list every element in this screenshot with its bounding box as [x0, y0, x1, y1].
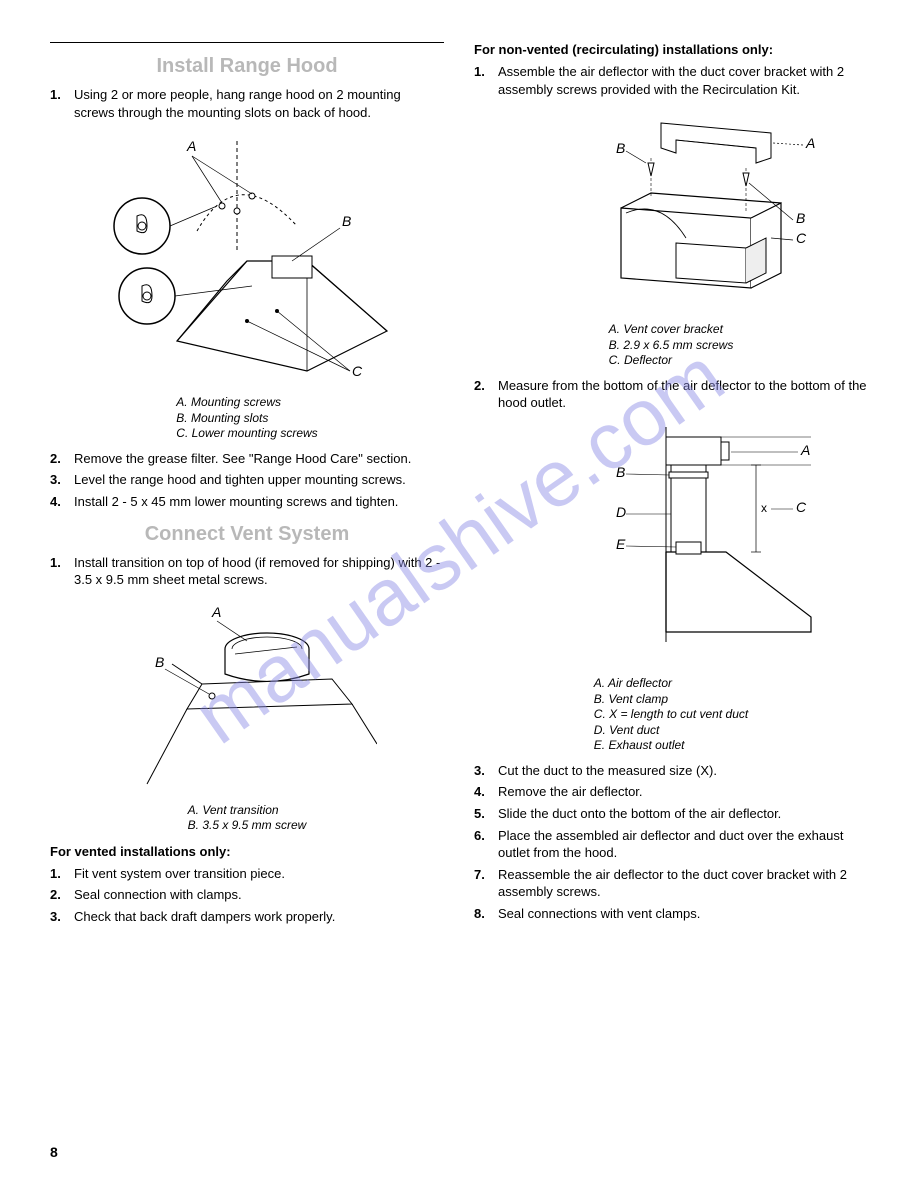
install-steps-part1: Using 2 or more people, hang range hood … — [50, 86, 444, 121]
nonvented-step1: Assemble the air deflector with the duct… — [474, 63, 868, 98]
step-item: Cut the duct to the measured size (X). — [474, 762, 868, 780]
caption-line: A. Mounting screws — [176, 395, 317, 411]
step-item: Place the assembled air deflector and du… — [474, 827, 868, 862]
vented-heading: For vented installations only: — [50, 844, 444, 859]
nonvented-step2: Measure from the bottom of the air defle… — [474, 377, 868, 412]
caption-line: A. Air deflector — [594, 676, 748, 692]
svg-text:x: x — [761, 501, 767, 515]
section-title-connect: Connect Vent System — [50, 523, 444, 546]
two-column-layout: Install Range Hood Using 2 or more peopl… — [50, 42, 868, 929]
vented-steps: Fit vent system over transition piece. S… — [50, 865, 444, 926]
step-item: Using 2 or more people, hang range hood … — [50, 86, 444, 121]
caption-line: B. 3.5 x 9.5 mm screw — [188, 818, 307, 834]
step-item: Assemble the air deflector with the duct… — [474, 63, 868, 98]
svg-text:C: C — [796, 499, 807, 515]
figure2-caption: A. Vent transition B. 3.5 x 9.5 mm screw — [188, 803, 307, 834]
right-column: For non-vented (recirculating) installat… — [474, 42, 868, 929]
svg-text:B: B — [616, 464, 625, 480]
step-item: Seal connections with vent clamps. — [474, 905, 868, 923]
nonvented-steps-rest: Cut the duct to the measured size (X). R… — [474, 762, 868, 922]
caption-line: C. Lower mounting screws — [176, 426, 317, 442]
caption-line: C. Deflector — [609, 353, 734, 369]
caption-line: A. Vent transition — [188, 803, 307, 819]
caption-line: A. Vent cover bracket — [609, 322, 734, 338]
svg-text:A: A — [800, 442, 810, 458]
svg-text:B: B — [155, 654, 164, 670]
measurement-diagram: x A B C D E — [521, 422, 821, 672]
step-item: Level the range hood and tighten upper m… — [50, 471, 444, 489]
caption-line: E. Exhaust outlet — [594, 738, 748, 754]
figure1-caption: A. Mounting screws B. Mounting slots C. … — [176, 395, 317, 442]
install-steps-part2: Remove the grease filter. See "Range Hoo… — [50, 450, 444, 511]
figure-vent-transition: A B A. Vent transition B. 3.5 x 9.5 mm s… — [50, 599, 444, 834]
svg-text:A: A — [186, 138, 196, 154]
caption-line: C. X = length to cut vent duct — [594, 707, 748, 723]
left-column: Install Range Hood Using 2 or more peopl… — [50, 42, 444, 929]
connect-steps: Install transition on top of hood (if re… — [50, 554, 444, 589]
caption-line: B. Mounting slots — [176, 411, 317, 427]
step-item: Remove the air deflector. — [474, 783, 868, 801]
divider — [50, 42, 444, 43]
step-item: Fit vent system over transition piece. — [50, 865, 444, 883]
caption-line: B. Vent clamp — [594, 692, 748, 708]
section-title-install: Install Range Hood — [50, 55, 444, 78]
caption-line: D. Vent duct — [594, 723, 748, 739]
step-item: Install 2 - 5 x 45 mm lower mounting scr… — [50, 493, 444, 511]
svg-text:B: B — [342, 213, 351, 229]
figure-measurement: x A B C D E A. Air deflector B. Vent cla… — [474, 422, 868, 754]
step-item: Seal connection with clamps. — [50, 886, 444, 904]
caption-line: B. 2.9 x 6.5 mm screws — [609, 338, 734, 354]
svg-text:D: D — [616, 504, 626, 520]
step-item: Measure from the bottom of the air defle… — [474, 377, 868, 412]
step-item: Remove the grease filter. See "Range Hoo… — [50, 450, 444, 468]
figure-range-hood: A B C A. Mounting screws B. Mounting slo… — [50, 131, 444, 442]
page-number: 8 — [50, 1144, 58, 1160]
figure4-caption: A. Air deflector B. Vent clamp C. X = le… — [594, 676, 748, 754]
svg-text:E: E — [616, 536, 626, 552]
figure-deflector-assembly: A B B C A. Vent cover bracket B. 2.9 x 6… — [474, 108, 868, 369]
deflector-assembly-diagram: A B B C — [521, 108, 821, 318]
svg-text:A: A — [211, 604, 221, 620]
svg-text:C: C — [796, 230, 807, 246]
step-item: Install transition on top of hood (if re… — [50, 554, 444, 589]
range-hood-diagram: A B C — [97, 131, 397, 391]
svg-text:B: B — [796, 210, 805, 226]
step-item: Check that back draft dampers work prope… — [50, 908, 444, 926]
svg-text:A: A — [805, 135, 815, 151]
svg-text:B: B — [616, 140, 625, 156]
nonvented-heading: For non-vented (recirculating) installat… — [474, 42, 868, 57]
svg-text:C: C — [352, 363, 363, 379]
vent-transition-diagram: A B — [117, 599, 377, 799]
step-item: Reassemble the air deflector to the duct… — [474, 866, 868, 901]
step-item: Slide the duct onto the bottom of the ai… — [474, 805, 868, 823]
figure3-caption: A. Vent cover bracket B. 2.9 x 6.5 mm sc… — [609, 322, 734, 369]
